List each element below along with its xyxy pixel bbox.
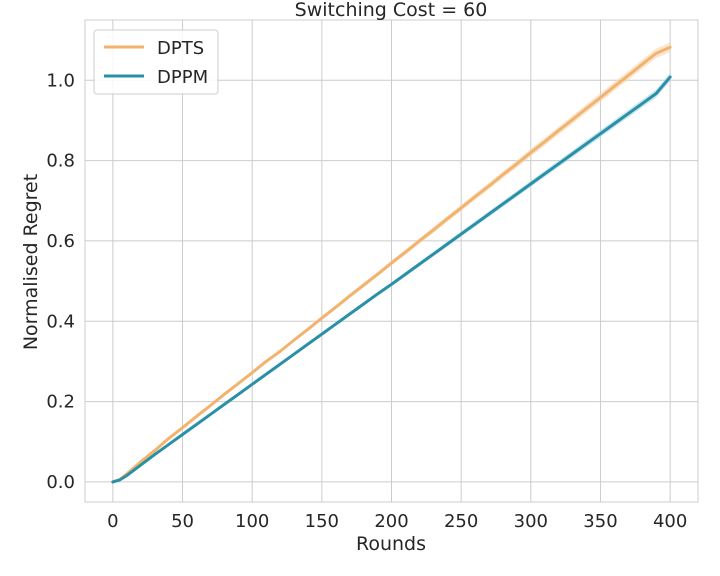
y-tick-label: 0.6 <box>46 231 75 252</box>
plot-frame <box>84 19 699 503</box>
x-tick-label: 250 <box>444 511 478 532</box>
y-tick-labels: 0.0 0.2 0.4 0.6 0.8 1.0 <box>46 70 75 493</box>
y-tick-label: 0.8 <box>46 151 75 172</box>
x-tick-label: 0 <box>107 511 118 532</box>
y-axis-label: Normalised Regret <box>20 174 42 350</box>
series-line-dpts <box>111 45 672 484</box>
x-tick-label: 350 <box>583 511 617 532</box>
y-tick-label: 0.0 <box>46 472 75 493</box>
chart-title: Switching Cost = 60 <box>295 0 488 21</box>
x-axis-label: Rounds <box>356 533 426 555</box>
series-lines <box>111 45 672 484</box>
y-tick-label: 1.0 <box>46 70 75 91</box>
x-tick-labels: 0 50 100 150 200 250 300 350 400 <box>107 511 687 532</box>
x-tick-label: 200 <box>374 511 408 532</box>
x-tick-label: 100 <box>235 511 269 532</box>
x-tick-label: 400 <box>653 511 687 532</box>
series-line-dppm <box>111 75 672 484</box>
y-tick-label: 0.2 <box>46 392 75 413</box>
x-tick-label: 50 <box>171 511 194 532</box>
x-tick-label: 300 <box>514 511 548 532</box>
legend: DPTS DPPM <box>93 29 219 95</box>
y-tick-label: 0.4 <box>46 311 75 332</box>
x-tick-label: 150 <box>305 511 339 532</box>
legend-label-dppm: DPPM <box>157 67 208 88</box>
legend-label-dpts: DPTS <box>157 38 204 59</box>
